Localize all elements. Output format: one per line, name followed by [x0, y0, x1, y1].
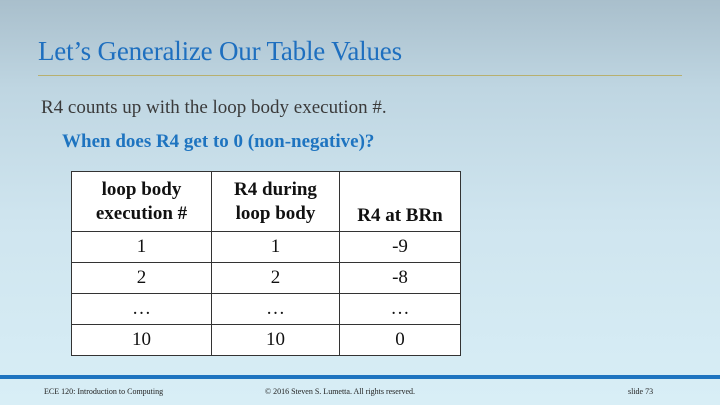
- bullet-point: R4 counts up with the loop body executio…: [41, 97, 387, 118]
- table-cell: …: [71, 293, 212, 325]
- table-cell: 2: [211, 262, 340, 294]
- footer-course: ECE 120: Introduction to Computing: [44, 387, 164, 396]
- table-cell: 2: [71, 262, 212, 294]
- table-cell: …: [211, 293, 340, 325]
- header-line: execution #: [95, 202, 188, 224]
- footer-accent-bar: [0, 375, 720, 379]
- table-row: 1 1 -9: [71, 231, 461, 263]
- header-r4-during-loop-body: R4 during loop body: [211, 171, 340, 232]
- table-cell: 1: [211, 231, 340, 263]
- table-cell: 0: [339, 324, 461, 356]
- table-row: 10 10 0: [71, 324, 461, 356]
- slide-title: Let’s Generalize Our Table Values: [38, 36, 402, 66]
- table-cell: -8: [339, 262, 461, 294]
- sub-bullet-question: When does R4 get to 0 (non-negative)?: [62, 131, 375, 152]
- table-row: 2 2 -8: [71, 262, 461, 294]
- table-cell: 10: [71, 324, 212, 356]
- table-row: … … …: [71, 293, 461, 325]
- table-header-row: loop body execution # R4 during loop bod…: [71, 171, 461, 232]
- table-cell: 10: [211, 324, 340, 356]
- footer-copyright: © 2016 Steven S. Lumetta. All rights res…: [265, 387, 416, 396]
- footer-slide-number: slide 73: [628, 387, 654, 396]
- header-r4-at-brn: R4 at BRn: [339, 171, 461, 232]
- header-line: loop body: [101, 178, 182, 200]
- header-loop-body-execution: loop body execution #: [71, 171, 212, 232]
- loop-values-table: loop body execution # R4 during loop bod…: [71, 171, 461, 356]
- header-line: loop body: [235, 202, 316, 224]
- table-cell: 1: [71, 231, 212, 263]
- title-underline: [38, 75, 682, 76]
- table-cell: -9: [339, 231, 461, 263]
- table-cell: …: [339, 293, 461, 325]
- header-line: R4 at BRn: [357, 205, 443, 226]
- header-line: R4 during: [234, 178, 317, 200]
